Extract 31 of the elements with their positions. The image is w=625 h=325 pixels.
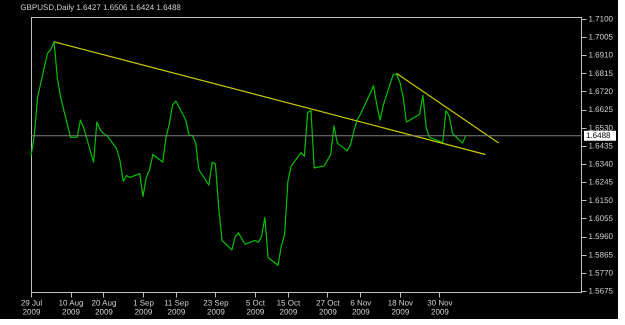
y-tick-label: 1.6245 bbox=[588, 178, 614, 187]
y-tick-label: 1.6625 bbox=[588, 105, 614, 114]
x-tick-label: 5 Oct 2009 bbox=[246, 298, 266, 316]
x-tick-label: 6 Nov 2009 bbox=[350, 298, 372, 316]
x-tick-label: 11 Sep 2009 bbox=[164, 298, 190, 316]
y-tick-label: 1.5675 bbox=[588, 286, 614, 296]
chart-title: GBPUSD,Daily 1.6427 1.6506 1.6424 1.6488 bbox=[20, 2, 182, 12]
y-tick-label: 1.6720 bbox=[588, 86, 614, 96]
y-tick-label: 1.6910 bbox=[588, 50, 614, 60]
y-tick-label: 1.6815 bbox=[588, 68, 614, 78]
x-tick-label: 18 Nov 2009 bbox=[388, 298, 414, 316]
line-series bbox=[30, 41, 466, 266]
x-tick-label: 10 Aug 2009 bbox=[58, 298, 84, 316]
y-tick-label: 1.6150 bbox=[588, 196, 614, 205]
x-tick-label: 23 Sep 2009 bbox=[203, 298, 230, 316]
y-tick-label: 1.6435 bbox=[588, 141, 614, 150]
y-tick-label: 1.5960 bbox=[588, 232, 614, 242]
x-tick-label: 20 Aug 2009 bbox=[91, 298, 116, 316]
x-tick-label: 1 Sep 2009 bbox=[133, 298, 154, 316]
y-tick-label: 1.7005 bbox=[588, 32, 614, 42]
y-tick-label: 1.5770 bbox=[588, 268, 614, 278]
x-tick-label: 15 Oct 2009 bbox=[276, 298, 301, 316]
ref-line-label: 1.6488 bbox=[586, 130, 612, 140]
x-tick-label: 30 Nov 2009 bbox=[427, 298, 453, 316]
y-tick-label: 1.5865 bbox=[588, 250, 614, 260]
x-tick-label: 27 Oct 2009 bbox=[316, 298, 340, 316]
y-tick-label: 1.7100 bbox=[588, 14, 614, 24]
y-tick-label: 1.6530 bbox=[588, 123, 614, 132]
x-tick-label: 29 Jul 2009 bbox=[20, 298, 42, 316]
y-tick-label: 1.6340 bbox=[588, 160, 614, 169]
y-tick-label: 1.6055 bbox=[588, 214, 614, 223]
